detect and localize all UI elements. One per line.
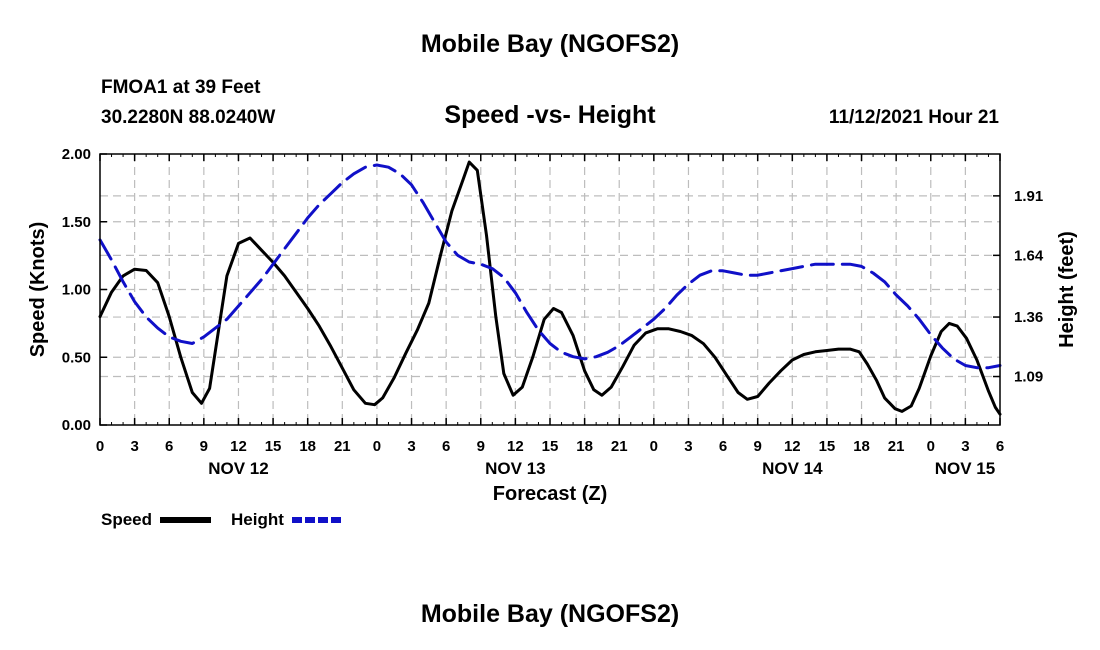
x-tick-label: 12: [784, 438, 801, 455]
y2-axis-title: Height (feet): [1056, 231, 1078, 348]
x-tick-label: 18: [853, 438, 870, 455]
y2-tick-label: 1.09: [1014, 369, 1043, 386]
series-line-speed: [98, 160, 1002, 416]
x-tick-label: 18: [299, 438, 316, 455]
y2-tick-label: 1.36: [1014, 309, 1043, 326]
x-tick-label: 21: [334, 438, 351, 455]
chart-title: Mobile Bay (NGOFS2): [420, 30, 680, 58]
y2-tick-label: 1.64: [1014, 247, 1044, 264]
x-tick-label: 0: [373, 438, 381, 455]
x-tick-label: 9: [754, 438, 762, 455]
x-tick-label: 12: [507, 438, 524, 455]
y-tick-label: 0.00: [62, 417, 91, 434]
y-tick-label: 2.00: [62, 146, 91, 163]
x-tick-label: 15: [542, 438, 559, 455]
y-tick-label: 1.50: [62, 214, 91, 231]
x-tick-label: 6: [719, 438, 727, 455]
forecast-datetime: 11/12/2021 Hour 21: [828, 107, 999, 128]
x-tick-label: 3: [684, 438, 692, 455]
x-tick-label: 3: [130, 438, 138, 455]
x-tick-label: 3: [407, 438, 415, 455]
x-day-label: NOV 15: [935, 459, 995, 478]
x-tick-label: 15: [819, 438, 836, 455]
x-tick-label: 9: [477, 438, 485, 455]
legend-label-height: Height: [231, 510, 284, 529]
x-tick-label: 18: [576, 438, 593, 455]
x-tick-label: 6: [996, 438, 1004, 455]
x-axis-title: Forecast (Z): [493, 483, 607, 505]
x-tick-label: 15: [265, 438, 282, 455]
x-tick-label: 21: [888, 438, 905, 455]
x-day-label: NOV 12: [208, 459, 268, 478]
y-tick-label: 0.50: [62, 349, 91, 366]
x-tick-label: 12: [230, 438, 247, 455]
x-tick-label: 6: [165, 438, 173, 455]
chart-title-repeat: Mobile Bay (NGOFS2): [420, 600, 680, 628]
y2-tick-label: 1.91: [1014, 188, 1043, 205]
x-tick-label: 0: [96, 438, 104, 455]
coordinates-label: 30.2280N 88.0240W: [101, 107, 276, 128]
station-label: FMOA1 at 39 Feet: [101, 77, 261, 98]
x-day-label: NOV 13: [485, 459, 545, 478]
x-tick-label: 0: [927, 438, 935, 455]
y-tick-label: 1.00: [62, 282, 91, 299]
series-line-height: [98, 163, 1002, 370]
x-tick-label: 6: [442, 438, 450, 455]
y-axis-title: Speed (Knots): [27, 222, 49, 358]
x-tick-label: 9: [200, 438, 208, 455]
x-tick-label: 0: [650, 438, 658, 455]
x-day-label: NOV 14: [762, 459, 823, 478]
x-tick-label: 21: [611, 438, 628, 455]
x-tick-label: 3: [961, 438, 969, 455]
chart-subtitle: Speed -vs- Height: [444, 101, 656, 129]
legend-label-speed: Speed: [101, 510, 152, 529]
